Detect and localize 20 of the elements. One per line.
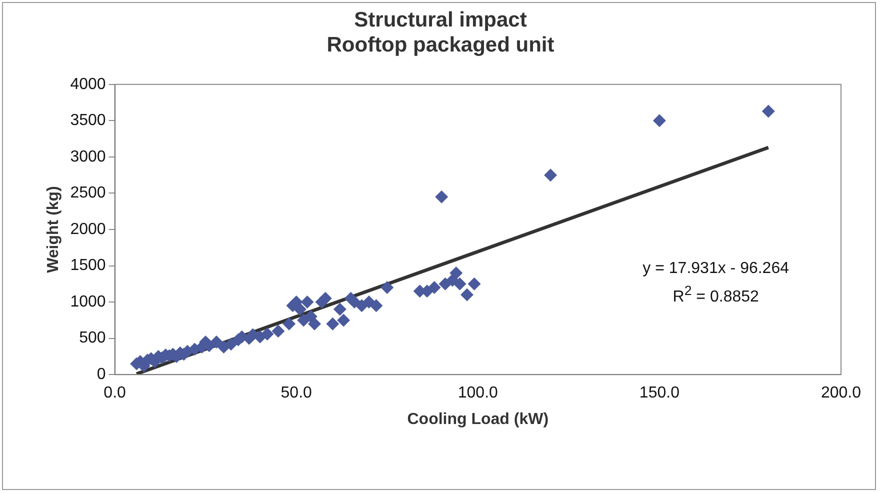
x-tick-label: 100.0	[458, 384, 498, 402]
x-tick-label: 150.0	[639, 384, 680, 402]
x-axis-title: Cooling Load (kW)	[407, 410, 549, 428]
x-tick-label: 50.0	[280, 384, 312, 402]
y-tick-label: 1500	[70, 257, 106, 274]
annotation: R$^{2}$ = 0.8852	[672, 282, 760, 308]
y-tick-label: 4000	[70, 76, 106, 93]
y-tick-label: 2000	[70, 220, 106, 238]
y-tick-label: 500	[79, 330, 106, 347]
x-tick-label: 200.0	[820, 384, 862, 402]
y-tick-label: 2500	[70, 184, 106, 202]
y-tick-label: 1000	[70, 293, 106, 310]
y-tick-label: 0	[96, 366, 106, 384]
y-tick-label: 3500	[70, 112, 106, 130]
text: Structural impact	[354, 8, 527, 32]
annotation: y = 17.931x - 96.264	[642, 259, 789, 279]
y-tick-label: 3000	[70, 148, 106, 166]
x-tick-label: 0.0	[104, 384, 126, 402]
text: Rooftop packaged unit	[326, 34, 554, 57]
y-axis-title: Weight (kg)	[45, 186, 62, 273]
